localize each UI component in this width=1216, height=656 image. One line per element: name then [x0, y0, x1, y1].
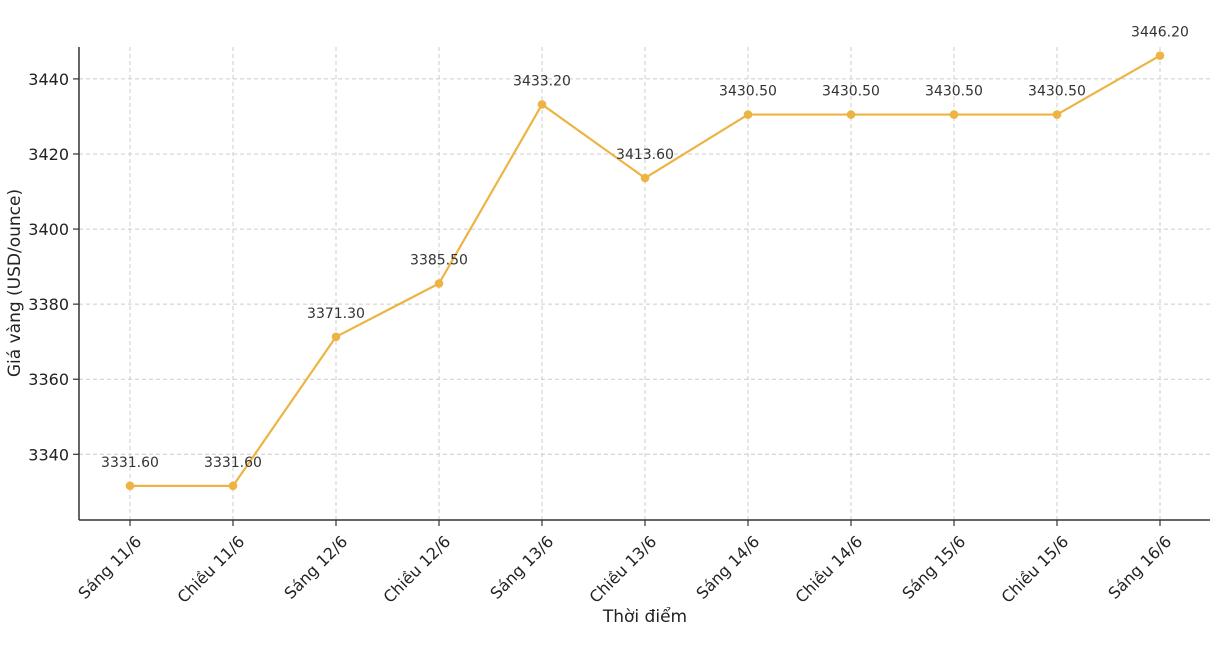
y-axis-title: Giá vàng (USD/ounce)	[5, 189, 25, 377]
y-tick-label: 3440	[28, 70, 69, 89]
x-tick-label: Sáng 12/6	[280, 532, 351, 603]
x-tick-label: Chiều 12/6	[380, 532, 455, 607]
data-point	[640, 173, 650, 183]
data-point	[331, 332, 341, 342]
x-tick-label: Chiều 13/6	[586, 532, 661, 607]
data-label: 3430.50	[719, 84, 777, 100]
data-label: 3430.50	[925, 84, 983, 100]
data-label: 3331.60	[101, 455, 159, 471]
x-tick-label: Chiều 15/6	[998, 532, 1073, 607]
x-tick-label: Chiều 11/6	[174, 532, 249, 607]
y-tick-label: 3420	[28, 145, 69, 164]
data-point	[846, 110, 856, 119]
data-label: 3430.50	[822, 84, 880, 100]
x-tick-label: Sáng 11/6	[74, 532, 145, 603]
x-tick-label: Sáng 14/6	[692, 532, 763, 603]
data-point	[434, 279, 444, 288]
y-tick-label: 3400	[28, 220, 69, 239]
x-tick-label: Sáng 13/6	[486, 532, 557, 603]
data-label: 3371.30	[307, 306, 365, 322]
data-label: 3385.50	[410, 253, 468, 269]
data-point	[743, 110, 753, 119]
data-point	[125, 481, 135, 491]
data-label: 3430.50	[1028, 84, 1086, 100]
y-tick-label: 3380	[28, 295, 69, 314]
data-point	[1052, 110, 1062, 119]
data-label: 3433.20	[513, 73, 571, 89]
y-tick-label: 3340	[28, 445, 69, 464]
data-label: 3446.20	[1131, 25, 1189, 41]
data-labels: 3331.60 3331.60 3371.30 3385.50 3433.20 3413.…	[101, 25, 1189, 471]
data-label: 3331.60	[204, 455, 262, 471]
data-point	[1155, 51, 1165, 60]
x-tick-label: Sáng 15/6	[898, 532, 969, 603]
grid	[79, 47, 1210, 520]
axes: 3340 3360 3380 3400 3420 3440 Sáng 11/6 Chiều 1…	[28, 47, 1210, 607]
data-label: 3413.60	[616, 147, 674, 163]
x-tick-label: Chiều 14/6	[792, 532, 867, 607]
x-tick-label: Sáng 16/6	[1104, 532, 1175, 603]
y-tick-label: 3360	[28, 370, 69, 389]
x-axis-title: Thời điểm	[602, 606, 687, 627]
data-points	[125, 51, 1165, 491]
data-point	[537, 100, 547, 109]
data-point	[949, 110, 959, 119]
data-point	[228, 481, 238, 491]
